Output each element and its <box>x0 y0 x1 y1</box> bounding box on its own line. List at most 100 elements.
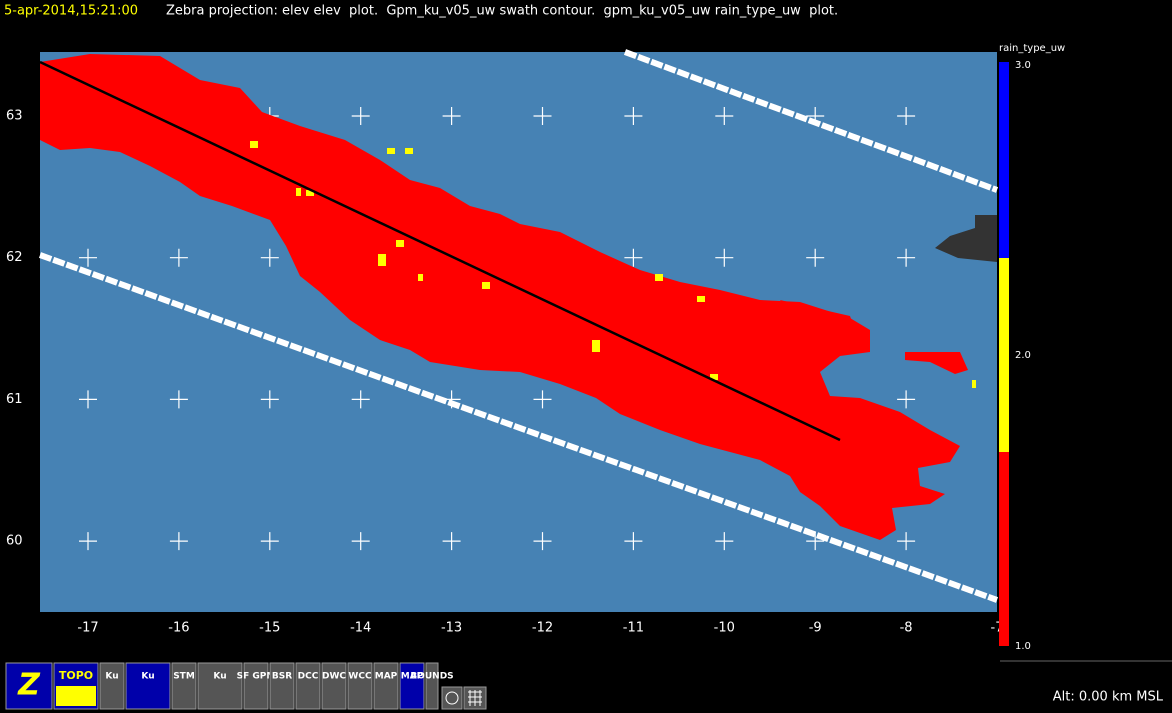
toolbar-icon[interactable]: TOPO <box>53 662 99 710</box>
rain-regions <box>40 54 968 540</box>
icon-label[interactable]: STM <box>173 672 195 682</box>
toolbar-icon[interactable]: BOUNDS <box>410 662 454 710</box>
cell <box>396 240 404 247</box>
toolbar-icon[interactable]: STM <box>171 662 197 710</box>
toolbar-icon[interactable]: DWC <box>321 662 347 710</box>
icon-frame[interactable] <box>171 662 197 710</box>
icon-label[interactable]: DCC <box>298 672 319 682</box>
toolbar-icon[interactable]: Z <box>5 662 53 710</box>
x-axis: -17 -16 -15 -14 -13 -12 -11 -10 -9 -8 -7 <box>77 621 1003 636</box>
y-tick-label: 60 <box>6 534 23 549</box>
colorbar-title: rain_type_uw <box>999 43 1065 54</box>
rain-band <box>40 54 960 540</box>
icon-frame[interactable] <box>269 662 295 710</box>
grid-cross <box>533 390 552 409</box>
x-tick-label: -17 <box>77 621 98 636</box>
grid-cross <box>897 532 916 551</box>
grid-cross <box>442 532 461 551</box>
icon-frame[interactable] <box>125 662 171 710</box>
grid-cross <box>533 107 552 125</box>
cell <box>250 141 258 148</box>
toolbar-icon[interactable]: MAP <box>373 662 399 710</box>
cell <box>592 340 600 352</box>
toolbar-icon[interactable]: WCC <box>347 662 373 710</box>
x-tick-label: -10 <box>714 621 735 636</box>
icon-frame[interactable] <box>425 662 439 710</box>
icon-frame[interactable] <box>399 662 425 710</box>
toolbar-icon[interactable] <box>463 686 487 710</box>
icon-label[interactable]: Z <box>17 668 41 703</box>
grid-cross <box>897 107 916 125</box>
icon-frame[interactable] <box>5 662 53 710</box>
convective-cells <box>250 141 976 388</box>
icon-label[interactable]: SF GPM <box>237 672 276 682</box>
colorbar-labels: 3.0 2.0 1.0 <box>1015 60 1031 652</box>
grid-cross <box>624 248 643 267</box>
toolbar-icon[interactable]: Ku <box>197 662 243 710</box>
x-tick-label: -14 <box>350 621 371 636</box>
swath-edge <box>623 49 999 193</box>
icon-label[interactable]: MAP <box>401 672 424 682</box>
satellite-track <box>39 60 841 442</box>
icon-frame[interactable] <box>321 662 347 710</box>
colorbar-label: 3.0 <box>1015 60 1031 71</box>
toolbar-icon[interactable] <box>441 686 463 710</box>
x-tick-label: -16 <box>168 621 189 636</box>
colorbar-label: 1.0 <box>1015 641 1031 652</box>
icon-art <box>56 686 96 706</box>
y-axis: 63 62 61 60 <box>6 109 23 549</box>
icon-frame[interactable] <box>99 662 125 710</box>
icon-label[interactable]: BOUNDS <box>410 672 453 682</box>
x-tick-label: -11 <box>623 621 644 636</box>
icon-frame[interactable] <box>197 662 243 710</box>
toolbar-icon[interactable]: MAP <box>399 662 425 710</box>
y-tick-label: 62 <box>6 250 23 265</box>
grid-cross <box>624 532 643 551</box>
icon-frame[interactable] <box>441 686 463 710</box>
grid-cross <box>351 532 370 551</box>
cell <box>710 374 718 380</box>
x-tick-label: -13 <box>441 621 462 636</box>
cell <box>972 380 976 388</box>
toolbar-icon[interactable]: SF GPM <box>237 662 276 710</box>
icon-art <box>445 691 459 705</box>
altitude-status: Alt: 0.00 km MSL <box>1053 690 1164 705</box>
terrain-blob <box>935 215 997 262</box>
icon-art <box>468 690 482 706</box>
rain-cell <box>780 300 855 330</box>
icon-label[interactable]: MAP <box>375 672 398 682</box>
rain-cell <box>905 352 968 374</box>
grid-cross <box>442 107 461 125</box>
icon-frame[interactable] <box>373 662 399 710</box>
cell <box>697 296 705 302</box>
icon-label[interactable]: WCC <box>348 672 372 682</box>
toolbar-icon[interactable]: Ku <box>99 662 125 710</box>
grid-cross <box>260 248 279 267</box>
grid-cross <box>624 107 643 125</box>
icon-label[interactable]: Ku <box>105 672 118 682</box>
grid-cross <box>260 390 279 409</box>
icon-label[interactable]: Ku <box>213 672 226 682</box>
cell <box>387 148 395 154</box>
grid-cross <box>79 248 97 267</box>
colorbar-segment <box>999 62 1009 258</box>
icon-label[interactable]: DWC <box>322 672 346 682</box>
icon-frame[interactable] <box>347 662 373 710</box>
toolbar-icon[interactable]: Ku <box>125 662 171 710</box>
icon-frame[interactable] <box>295 662 321 710</box>
grid-cross <box>715 532 734 551</box>
icon-label[interactable]: TOPO <box>59 669 93 682</box>
icon-frame[interactable] <box>243 662 269 710</box>
grid-cross <box>715 107 734 125</box>
colorbar-label: 2.0 <box>1015 350 1031 361</box>
icon-label[interactable]: Ku <box>141 672 154 682</box>
toolbar-icon[interactable]: BSR <box>269 662 295 710</box>
x-tick-label: -15 <box>259 621 280 636</box>
toolbar-icon[interactable]: DCC <box>295 662 321 710</box>
colorbar-segment <box>999 452 1009 646</box>
y-tick-label: 61 <box>6 392 23 407</box>
cell <box>418 274 423 281</box>
grid-cross <box>715 248 734 267</box>
icon-label[interactable]: BSR <box>272 672 292 682</box>
